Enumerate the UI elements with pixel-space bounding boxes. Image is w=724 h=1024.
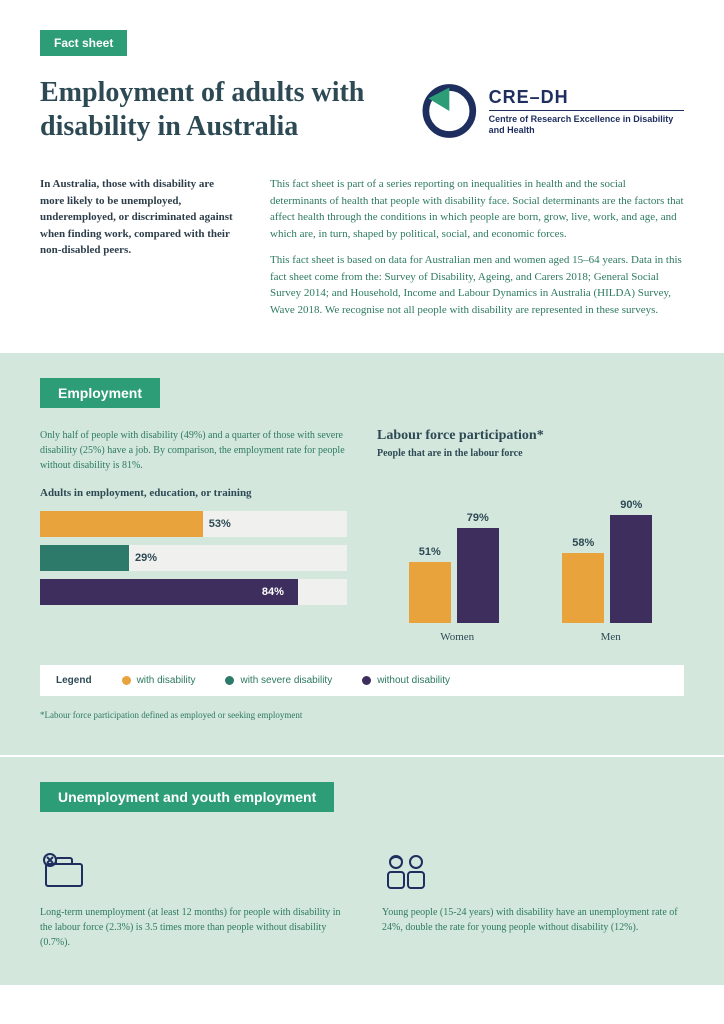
hbar-row: 84% (40, 579, 347, 605)
page-title: Employment of adults with disability in … (40, 76, 420, 143)
briefcase-x-icon (40, 852, 88, 890)
people-icon (382, 852, 430, 890)
legend-title: Legend (56, 675, 92, 686)
logo: CRE–DH Centre of Research Excellence in … (420, 76, 684, 146)
stat-block: Long-term unemployment (at least 12 mont… (40, 852, 342, 950)
footnote: *Labour force participation defined as e… (40, 710, 684, 720)
logo-title: CRE–DH (489, 87, 684, 108)
legend-item: without disability (362, 675, 450, 686)
hbar-chart: 53% 29% 84% (40, 511, 347, 605)
intro-body: This fact sheet is part of a series repo… (270, 176, 684, 328)
hbar-row: 29% (40, 545, 347, 571)
vbar-group: 51%79% (409, 512, 499, 623)
employment-intro: Only half of people with disability (49%… (40, 428, 347, 473)
vbar-group: 58%90% (562, 499, 652, 623)
logo-mark (420, 76, 479, 146)
legend-item: with disability (122, 675, 196, 686)
hbar-row: 53% (40, 511, 347, 537)
vbar-chart: 51%79% 58%90% (377, 473, 684, 623)
intro-bold: In Australia, those with disability are … (40, 176, 240, 328)
legend-item: with severe disability (225, 675, 332, 686)
vbar-sub: People that are in the labour force (377, 448, 684, 459)
fact-sheet-badge: Fact sheet (40, 30, 127, 56)
vbar-title: Labour force participation* (377, 428, 684, 444)
employment-badge: Employment (40, 378, 160, 408)
stat-block: Young people (15-24 years) with disabili… (382, 852, 684, 950)
logo-subtitle: Centre of Research Excellence in Disabil… (489, 110, 684, 136)
hbar-title: Adults in employment, education, or trai… (40, 487, 347, 499)
unemployment-badge: Unemployment and youth employment (40, 782, 334, 812)
legend: Legend with disability with severe disabi… (40, 665, 684, 696)
